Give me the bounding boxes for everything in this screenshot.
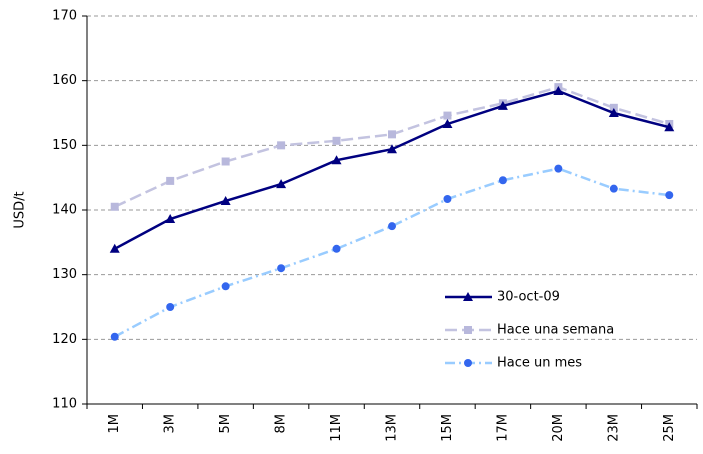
x-tick-label: 15M bbox=[440, 414, 455, 442]
point bbox=[166, 303, 175, 311]
point bbox=[165, 214, 176, 224]
point bbox=[221, 282, 230, 291]
point bbox=[609, 103, 618, 112]
point bbox=[331, 155, 342, 165]
legend-marker bbox=[464, 326, 472, 334]
y-axis-label: USD/t bbox=[13, 191, 28, 228]
legend-label: Hace una semana bbox=[497, 323, 614, 338]
point bbox=[109, 243, 120, 253]
x-tick-label: 8M bbox=[274, 414, 289, 434]
point bbox=[443, 195, 452, 204]
x-tick-label: 5M bbox=[218, 414, 233, 434]
y-tick-label: 140 bbox=[52, 203, 77, 218]
x-tick-label: 25M bbox=[662, 414, 677, 442]
point bbox=[110, 202, 119, 211]
point bbox=[665, 191, 674, 200]
point bbox=[332, 244, 341, 253]
x-tick-label: 1M bbox=[107, 414, 122, 434]
y-tick-label: 130 bbox=[52, 267, 77, 282]
y-tick-label: 160 bbox=[52, 73, 77, 88]
y-tick-label: 170 bbox=[52, 9, 77, 24]
point bbox=[608, 108, 619, 117]
x-tick-label: 20M bbox=[551, 414, 566, 442]
point bbox=[276, 179, 287, 189]
legend-marker bbox=[464, 359, 472, 367]
point bbox=[553, 86, 564, 96]
point bbox=[388, 130, 396, 139]
legend-marker bbox=[463, 292, 473, 301]
point bbox=[332, 136, 341, 145]
point bbox=[497, 100, 508, 110]
x-tick-label: 11M bbox=[329, 414, 344, 442]
point bbox=[609, 184, 618, 193]
point bbox=[110, 332, 119, 341]
point bbox=[554, 164, 563, 173]
x-tick-label: 13M bbox=[385, 414, 400, 442]
legend-label: Hace un mes bbox=[497, 356, 582, 371]
point bbox=[221, 157, 230, 166]
point bbox=[277, 264, 286, 273]
y-tick-label: 110 bbox=[52, 397, 77, 412]
y-tick-label: 120 bbox=[52, 332, 77, 347]
point bbox=[220, 195, 231, 205]
x-tick-label: 3M bbox=[163, 414, 178, 434]
point bbox=[443, 111, 452, 120]
x-tick-label: 17M bbox=[495, 414, 510, 442]
point bbox=[277, 141, 286, 150]
point bbox=[166, 176, 175, 185]
point bbox=[442, 118, 453, 128]
y-tick-label: 150 bbox=[52, 138, 77, 153]
point bbox=[387, 144, 397, 154]
x-tick-label: 23M bbox=[606, 414, 621, 442]
series-line bbox=[114, 167, 670, 338]
point bbox=[498, 176, 507, 185]
point bbox=[388, 222, 396, 231]
point bbox=[664, 122, 675, 132]
legend-label: 30-oct-09 bbox=[497, 290, 560, 305]
